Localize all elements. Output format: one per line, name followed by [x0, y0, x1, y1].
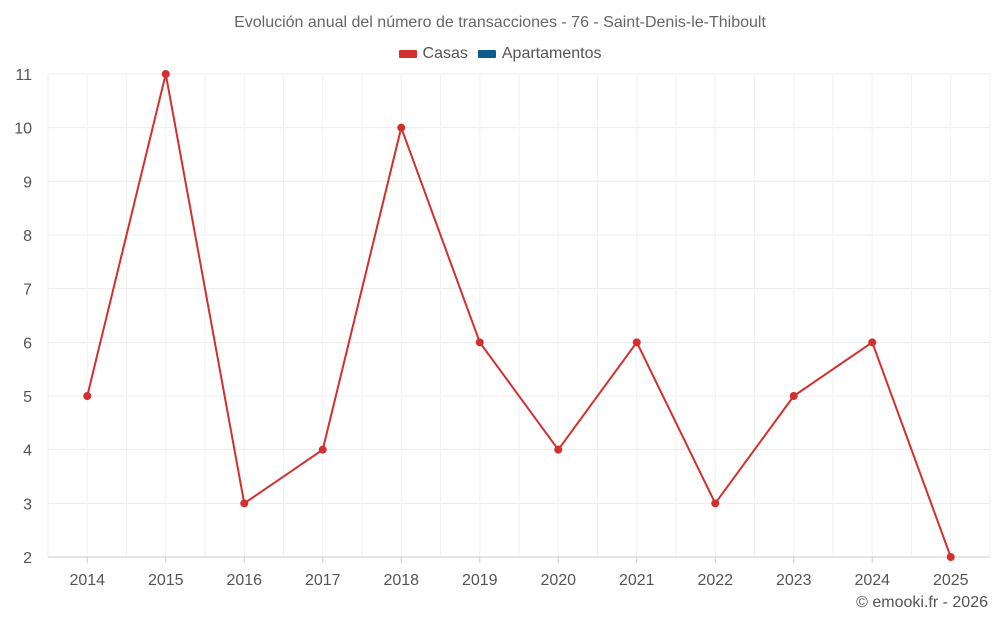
data-point: [711, 499, 720, 508]
x-tick-label: 2016: [226, 572, 262, 589]
series-line-casas: [86, 73, 952, 558]
x-tick-label: 2025: [933, 572, 969, 589]
y-tick-label: 4: [23, 443, 32, 460]
x-tick-label: 2015: [148, 572, 184, 589]
y-tick-label: 9: [23, 174, 32, 191]
data-point: [318, 445, 327, 454]
x-tick-label: 2018: [383, 572, 419, 589]
legend-item-casas[interactable]: Casas: [398, 45, 468, 63]
legend-swatch-apartamentos: [477, 50, 496, 58]
data-point: [554, 445, 563, 454]
y-axis: 2 3 4 5 6 7 8 9 10 11: [14, 67, 32, 567]
x-tick-label: 2022: [697, 572, 733, 589]
legend-label-casas: Casas: [422, 45, 468, 62]
chart-title: Evolución anual del número de transaccio…: [234, 14, 766, 31]
x-tick-label: 2017: [305, 572, 341, 589]
data-point: [83, 392, 92, 400]
data-points: [83, 70, 955, 561]
y-tick-label: 11: [15, 67, 32, 84]
legend-label-apartamentos: Apartamentos: [501, 45, 602, 62]
legend-swatch-casas: [398, 50, 417, 58]
x-tick-label: 2014: [69, 572, 105, 589]
data-point: [789, 392, 798, 400]
y-tick-label: 3: [23, 496, 32, 513]
data-point: [475, 338, 484, 347]
x-tick-label: 2020: [540, 572, 576, 589]
x-axis: 2014 2015 2016 2017 2018 2019 2020 2021 2022 2023…: [69, 572, 968, 589]
data-point: [397, 123, 406, 132]
x-tick-label: 2021: [619, 572, 655, 589]
series-casas: [86, 73, 952, 558]
y-tick-label: 2: [23, 550, 32, 567]
x-tick-label: 2023: [776, 572, 812, 589]
x-tick-label: 2024: [854, 572, 890, 589]
data-point: [946, 553, 955, 561]
data-point: [632, 338, 641, 347]
y-tick-label: 10: [14, 121, 32, 138]
grid: [47, 73, 991, 563]
legend-item-apartamentos[interactable]: Apartamentos: [477, 45, 602, 63]
data-point: [240, 499, 249, 508]
y-tick-label: 7: [23, 282, 32, 299]
data-point: [161, 70, 170, 78]
legend: Casas Apartamentos: [0, 45, 1000, 63]
x-tick-label: 2019: [462, 572, 498, 589]
data-point: [868, 338, 877, 347]
y-tick-label: 6: [23, 335, 32, 352]
y-tick-label: 8: [23, 228, 32, 245]
y-tick-label: 5: [23, 389, 32, 406]
credit: © emooki.fr - 2026: [856, 594, 988, 611]
